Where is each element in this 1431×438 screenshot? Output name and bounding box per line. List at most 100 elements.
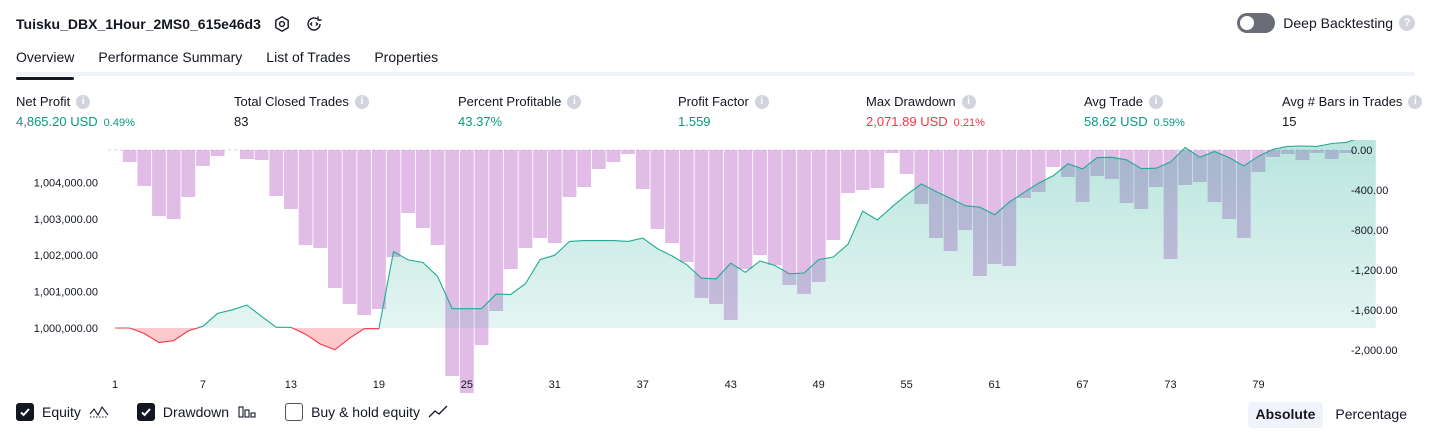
drawdown-label: Drawdown bbox=[162, 404, 230, 420]
right-axis-tick-label: -1,600.00 bbox=[1351, 305, 1397, 317]
x-axis-tick-label: 67 bbox=[1076, 379, 1088, 391]
right-axis-tick-label: -800.00 bbox=[1351, 225, 1388, 237]
drawdown-bar bbox=[298, 150, 313, 245]
stat-value: 15 bbox=[1282, 114, 1422, 129]
stat-value-text: 58.62 USD bbox=[1084, 114, 1148, 129]
percentage-button[interactable]: Percentage bbox=[1335, 406, 1407, 422]
drawdown-bar bbox=[342, 150, 357, 304]
info-icon[interactable]: i bbox=[1149, 94, 1164, 109]
drawdown-bars-icon bbox=[238, 406, 256, 418]
drawdown-bar bbox=[254, 150, 269, 160]
drawdown-bar bbox=[166, 150, 181, 219]
stat-label-text: Profit Factor bbox=[678, 94, 749, 109]
tab-properties[interactable]: Properties bbox=[374, 49, 439, 65]
drawdown-bar bbox=[1017, 150, 1031, 198]
equity-drawdown-chart: 1,000,000.00 1,001,000.00 1,002,000.00 1,00… bbox=[34, 140, 1397, 393]
stat-percent: 0.21% bbox=[953, 117, 985, 129]
tab-overview[interactable]: Overview bbox=[16, 44, 75, 80]
drawdown-bar bbox=[635, 150, 650, 189]
x-axis-tick-label: 13 bbox=[285, 379, 297, 391]
drawdown-bar bbox=[328, 150, 342, 288]
drawdown-bar bbox=[533, 150, 548, 238]
strategy-title: Tuisku_DBX_1Hour_2MS0_615e46d3 bbox=[16, 16, 261, 32]
info-icon[interactable]: i bbox=[1408, 94, 1423, 109]
drawdown-bar bbox=[518, 150, 533, 248]
equity-label: Equity bbox=[42, 404, 81, 420]
stat-label: Max Drawdown i bbox=[866, 94, 985, 109]
drawdown-bar bbox=[371, 150, 386, 309]
stat-value: 43.37% bbox=[458, 114, 581, 129]
stat-label: Percent Profitable i bbox=[458, 94, 582, 109]
drawdown-bar bbox=[885, 150, 899, 153]
stat-profit-factor: Profit Factor i 1.559 bbox=[678, 94, 769, 129]
drawdown-bar bbox=[547, 150, 562, 243]
source-code-icon[interactable] bbox=[303, 13, 325, 35]
deep-backtesting-toggle[interactable] bbox=[1237, 13, 1276, 33]
buy-hold-checkbox[interactable] bbox=[285, 403, 304, 421]
stat-total-closed-trades: Total Closed Trades i 83 bbox=[234, 94, 369, 129]
drawdown-bar bbox=[899, 150, 914, 174]
x-axis-tick-label: 37 bbox=[637, 379, 649, 391]
x-axis-tick-label: 49 bbox=[813, 379, 825, 391]
right-axis-tick-label: 0.00 bbox=[1351, 145, 1372, 157]
stat-max-drawdown: Max Drawdown i 2,071.89 USD 0.21% bbox=[866, 94, 985, 129]
drawdown-checkbox[interactable] bbox=[136, 403, 155, 421]
left-axis-tick-label: 1,003,000.00 bbox=[34, 214, 98, 226]
x-axis-tick-label: 43 bbox=[725, 379, 737, 391]
left-axis-tick-label: 1,004,000.00 bbox=[34, 177, 98, 189]
drawdown-bar bbox=[562, 150, 577, 197]
x-axis-tick-label: 1 bbox=[112, 379, 118, 391]
drawdown-bar bbox=[738, 150, 753, 269]
chart-legend: Equity Drawdown Buy & hold equity bbox=[16, 403, 476, 421]
x-axis-tick-label: 19 bbox=[373, 379, 385, 391]
drawdown-bar bbox=[665, 150, 679, 243]
legend-equity[interactable]: Equity bbox=[16, 403, 109, 421]
x-axis-tick-label: 73 bbox=[1164, 379, 1176, 391]
stat-percent: 0.59% bbox=[1153, 117, 1185, 129]
tab-list-of-trades[interactable]: List of Trades bbox=[266, 49, 351, 65]
equity-line-icon bbox=[89, 405, 109, 418]
left-axis-tick-label: 1,002,000.00 bbox=[34, 250, 98, 262]
drawdown-bar bbox=[606, 150, 621, 162]
legend-buy-hold[interactable]: Buy & hold equity bbox=[285, 403, 448, 421]
strategy-header: Tuisku_DBX_1Hour_2MS0_615e46d3 bbox=[16, 12, 325, 36]
drawdown-bar bbox=[709, 150, 723, 304]
drawdown-bar bbox=[474, 150, 489, 345]
stat-label: Net Profit i bbox=[16, 94, 135, 109]
info-icon[interactable]: i bbox=[76, 94, 91, 109]
stat-label: Total Closed Trades i bbox=[234, 94, 369, 109]
info-icon[interactable]: i bbox=[961, 94, 976, 109]
info-icon[interactable]: i bbox=[754, 94, 769, 109]
stat-label-text: Percent Profitable bbox=[458, 94, 562, 109]
absolute-button[interactable]: Absolute bbox=[1247, 402, 1324, 428]
right-axis-tick-label: -400.00 bbox=[1351, 185, 1388, 197]
equity-checkbox[interactable] bbox=[16, 403, 34, 421]
settings-icon[interactable] bbox=[271, 13, 293, 35]
stat-label-text: Total Closed Trades bbox=[234, 94, 349, 109]
tab-performance-summary[interactable]: Performance Summary bbox=[98, 49, 243, 65]
equity-line-below-start bbox=[115, 328, 380, 351]
equity-area-positive bbox=[115, 140, 1376, 328]
drawdown-bar bbox=[284, 150, 298, 209]
stat-label-text: Net Profit bbox=[16, 94, 71, 109]
stat-percent: 0.49% bbox=[103, 117, 135, 129]
drawdown-bar bbox=[797, 150, 811, 294]
info-icon[interactable]: i bbox=[354, 94, 369, 109]
drawdown-bar bbox=[210, 150, 225, 156]
drawdown-bar bbox=[767, 150, 782, 265]
info-icon[interactable]: i bbox=[567, 94, 582, 109]
drawdown-bar bbox=[196, 150, 210, 166]
stat-value: 2,071.89 USD 0.21% bbox=[866, 114, 985, 129]
stat-value-text: 83 bbox=[234, 114, 249, 129]
legend-drawdown[interactable]: Drawdown bbox=[136, 403, 257, 421]
drawdown-bar bbox=[430, 150, 445, 245]
help-icon[interactable]: ? bbox=[1399, 15, 1415, 31]
drawdown-bar bbox=[694, 150, 709, 298]
drawdown-bar bbox=[137, 150, 152, 186]
stat-label: Profit Factor i bbox=[678, 94, 769, 109]
deep-backtesting: Deep Backtesting ? bbox=[1237, 13, 1415, 33]
drawdown-bar bbox=[386, 150, 401, 257]
left-axis-tick-label: 1,001,000.00 bbox=[34, 287, 98, 299]
stat-value-text: 15 bbox=[1282, 114, 1297, 129]
left-axis-tick-label: 1,000,000.00 bbox=[34, 323, 98, 335]
